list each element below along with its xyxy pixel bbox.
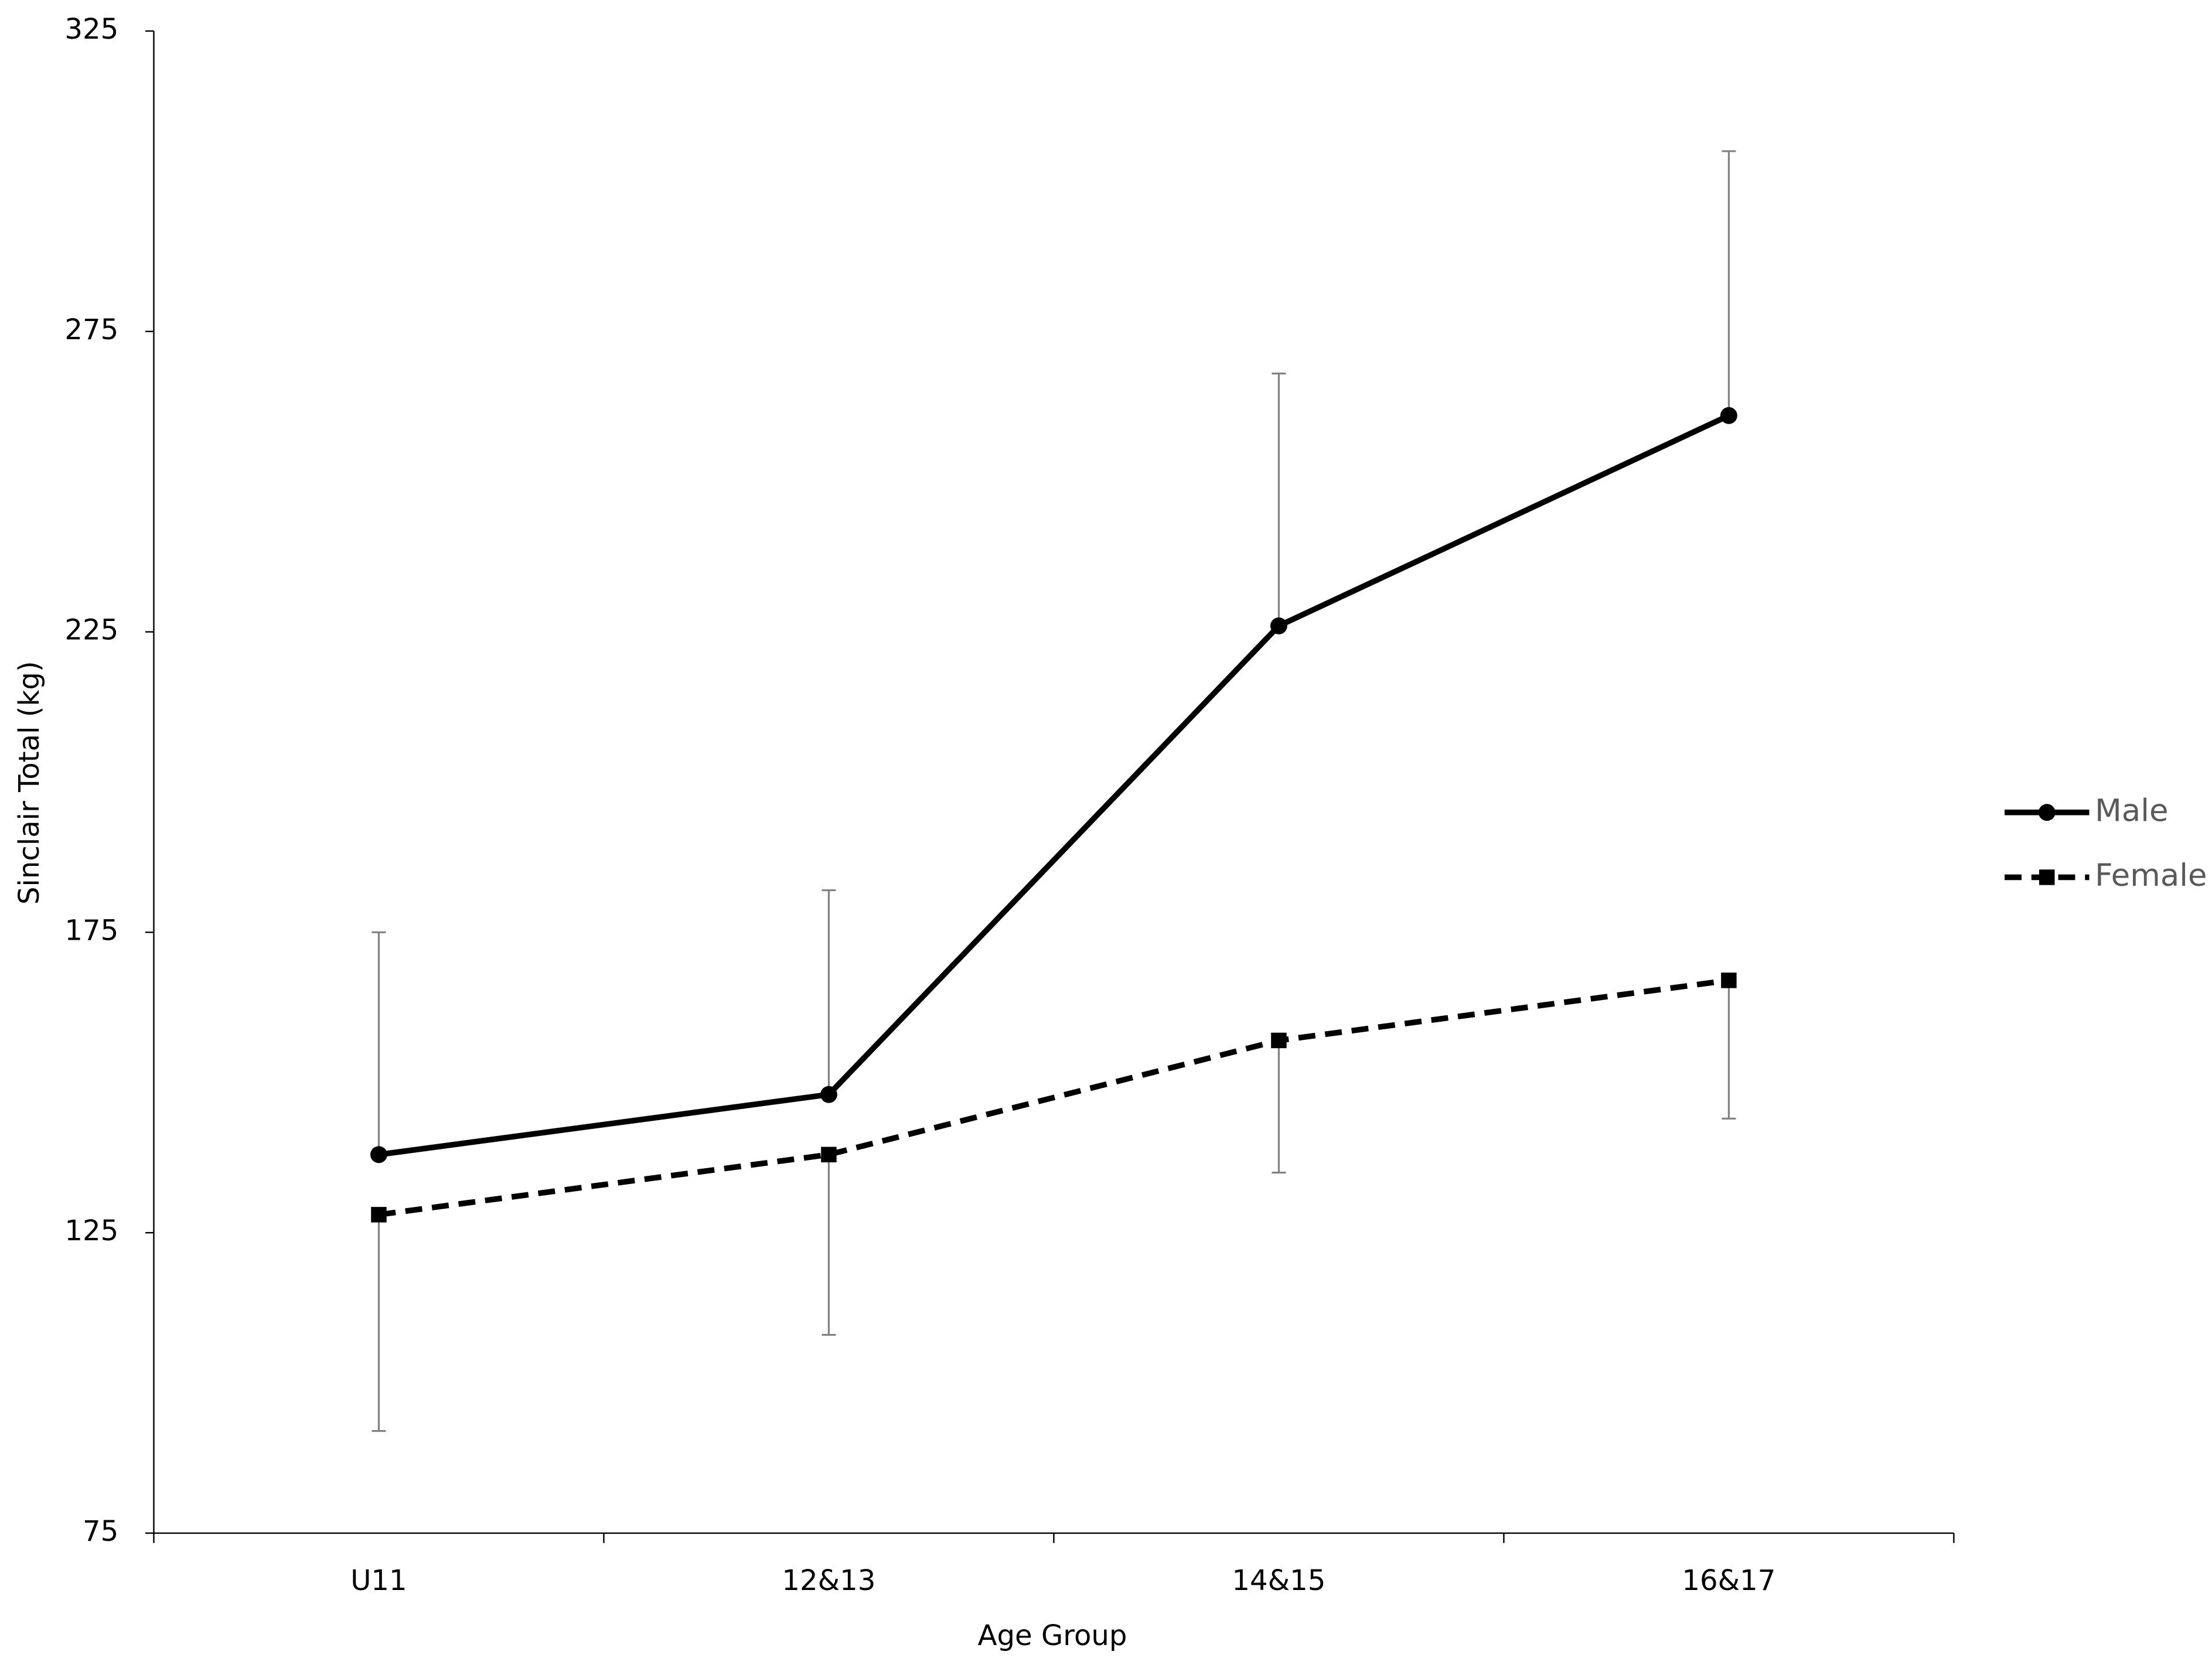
y-tick-label: 325: [64, 13, 118, 46]
y-axis-title: Sinclair Total (kg): [13, 661, 46, 905]
legend-label: Male: [2095, 793, 2168, 828]
x-tick-label: U11: [350, 1564, 407, 1597]
y-tick-label: 275: [64, 313, 118, 346]
data-point: [1271, 1032, 1287, 1049]
legend-marker: [2039, 869, 2055, 885]
x-tick-label: 16&17: [1682, 1564, 1775, 1597]
y-tick-label: 175: [64, 914, 118, 947]
legend-marker: [2038, 804, 2056, 821]
y-tick-label: 225: [64, 614, 118, 647]
data-point: [370, 1146, 387, 1164]
data-point: [1720, 407, 1737, 424]
x-tick-label: 14&15: [1232, 1564, 1325, 1597]
legend-label: Female: [2095, 858, 2207, 893]
series-line: [378, 977, 1730, 1218]
data-point: [821, 1147, 837, 1163]
x-tick-label: 12&13: [782, 1564, 875, 1597]
data-point: [1721, 973, 1737, 988]
y-tick-label: 75: [83, 1515, 118, 1548]
data-point: [820, 1086, 837, 1103]
y-tick-label: 125: [64, 1214, 118, 1247]
x-axis-title: Age Group: [978, 1619, 1127, 1652]
series-line: [378, 412, 1730, 1158]
data-point: [1270, 617, 1287, 634]
data-point: [371, 1207, 387, 1223]
